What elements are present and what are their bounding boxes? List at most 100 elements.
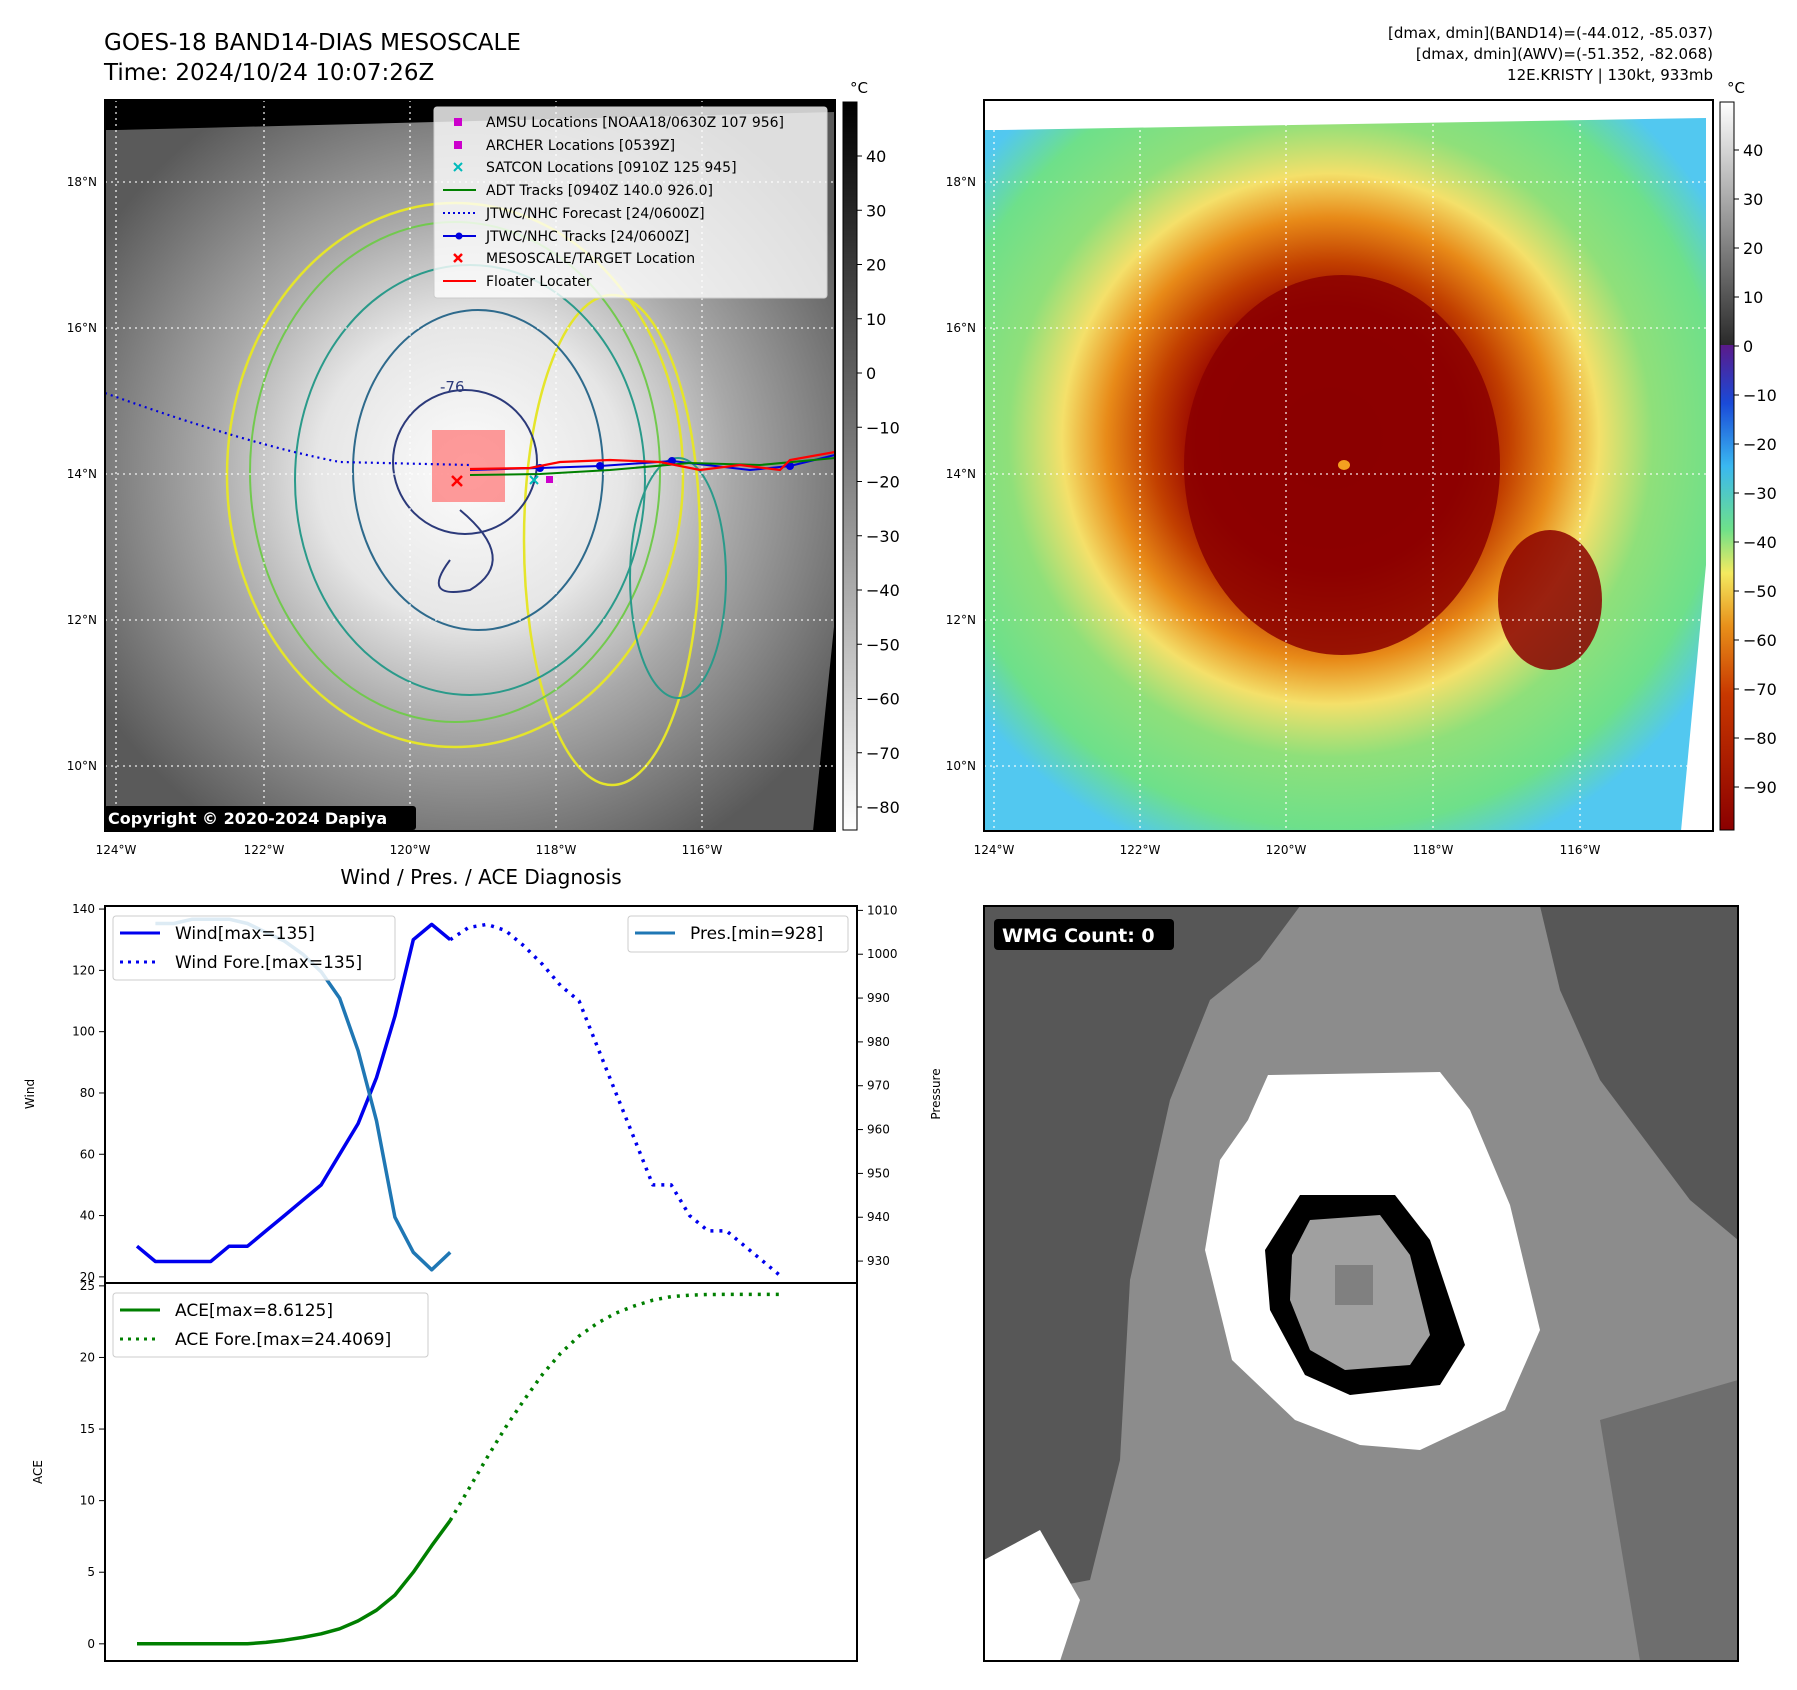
copyright-label: Copyright © 2020-2024 Dapiya bbox=[108, 809, 387, 828]
legend-amsu-icon bbox=[454, 118, 462, 126]
lon-tick-122w-right: 122°W bbox=[1120, 843, 1161, 857]
pressure-tick-label: 990 bbox=[867, 991, 890, 1005]
legend-archer-label: ARCHER Locations [0539Z] bbox=[486, 138, 675, 154]
lat-tick-16n-right: 16°N bbox=[946, 321, 976, 335]
ace-tick-label: 15 bbox=[80, 1422, 95, 1436]
lon-tick-120w-right: 120°W bbox=[1266, 843, 1307, 857]
pressure-tick-label: 960 bbox=[867, 1123, 890, 1137]
legend-satcon-label: SATCON Locations [0910Z 125 945] bbox=[486, 160, 737, 176]
colorbar-right-tick-label: −90 bbox=[1743, 778, 1777, 797]
wind-tick-label: 100 bbox=[72, 1025, 95, 1039]
legend-adt-label: ADT Tracks [0940Z 140.0 926.0] bbox=[486, 183, 713, 199]
colorbar-left-tick-label: 40 bbox=[866, 147, 886, 166]
legend-left-map: AMSU Locations [NOAA18/0630Z 107 956] AR… bbox=[433, 106, 828, 299]
legend-archer-icon bbox=[454, 141, 462, 149]
wind-forecast-series-line bbox=[449, 922, 783, 1279]
pressure-tick-label: 1010 bbox=[867, 903, 898, 917]
legend-ace-label: ACE[max=8.6125] bbox=[175, 1301, 333, 1321]
ace-axis-label: ACE bbox=[31, 1460, 45, 1484]
colorbar-right: °C 40 30 20 10 0 −10 −20 −30 −40 −50 −60 −70 −80 −90 bbox=[1719, 79, 1777, 831]
pressure-tick-label: 930 bbox=[867, 1254, 890, 1268]
colorbar-left: °C 40 30 20 10 0 −10 −20 −30 −40 −50 −60 −70 −80 bbox=[842, 79, 900, 831]
legend-pressure-label: Pres.[min=928] bbox=[690, 924, 823, 944]
wmg-count-label: WMG Count: 0 bbox=[1002, 925, 1155, 947]
colorbar-right-tick-label: −70 bbox=[1743, 680, 1777, 699]
lon-tick-118w: 118°W bbox=[536, 843, 577, 857]
colorbar-right-tick-label: 10 bbox=[1743, 288, 1763, 307]
figure-title-line2: Time: 2024/10/24 10:07:26Z bbox=[103, 60, 434, 86]
colorbar-right-tick-label: 0 bbox=[1743, 337, 1753, 356]
ir-map-right: 18°N 16°N 14°N 12°N 10°N 124°W 122°W 120… bbox=[946, 79, 1777, 857]
pressure-tick-label: 970 bbox=[867, 1079, 890, 1093]
colorbar-left-tick-label: −70 bbox=[866, 744, 900, 763]
colorbar-right-unit: °C bbox=[1727, 79, 1745, 97]
legend-mesoscale-icon bbox=[453, 253, 463, 263]
lat-tick-14n: 14°N bbox=[67, 467, 97, 481]
ace-series-line bbox=[137, 1519, 452, 1646]
lon-tick-118w-right: 118°W bbox=[1413, 843, 1454, 857]
info-line2: [dmax, dmin](AWV)=(-51.352, -82.068) bbox=[1416, 45, 1713, 63]
lat-tick-14n-right: 14°N bbox=[946, 467, 976, 481]
lat-tick-10n-right: 10°N bbox=[946, 759, 976, 773]
wind-pressure-chart: Wind Pressure 20 40 60 80 100 120 140 930 940 95… bbox=[23, 902, 943, 1284]
legend-jtwc-forecast-label: JTWC/NHC Forecast [24/0600Z] bbox=[485, 206, 705, 222]
legend-jtwc-track-label: JTWC/NHC Tracks [24/0600Z] bbox=[485, 229, 689, 245]
info-line1: [dmax, dmin](BAND14)=(-44.012, -85.037) bbox=[1388, 24, 1713, 42]
lat-tick-12n: 12°N bbox=[67, 613, 97, 627]
colorbar-left-tick-label: 20 bbox=[866, 256, 886, 275]
legend-wind-label: Wind[max=135] bbox=[175, 924, 315, 944]
colorbar-left-tick-label: −80 bbox=[866, 798, 900, 817]
ace-tick-label: 25 bbox=[80, 1279, 95, 1293]
ir-map-left: -76 bbox=[67, 79, 900, 857]
colorbar-right-tick-label: −30 bbox=[1743, 484, 1777, 503]
colorbar-left-tick-label: 0 bbox=[866, 364, 876, 383]
wind-axis-label: Wind bbox=[23, 1079, 37, 1109]
lon-tick-120w: 120°W bbox=[390, 843, 431, 857]
lon-tick-124w-right: 124°W bbox=[974, 843, 1015, 857]
wmg-panel: WMG Count: 0 bbox=[983, 905, 1739, 1662]
lon-tick-116w-right: 116°W bbox=[1560, 843, 1601, 857]
info-line3: 12E.KRISTY | 130kt, 933mb bbox=[1507, 66, 1713, 84]
jtwc-forecast-line bbox=[105, 391, 471, 467]
ace-tick-label: 0 bbox=[87, 1637, 95, 1651]
lon-tick-124w: 124°W bbox=[96, 843, 137, 857]
colorbar-right-tick-label: −20 bbox=[1743, 435, 1777, 454]
colorbar-left-tick-label: 30 bbox=[866, 201, 886, 220]
colorbar-left-tick-label: −60 bbox=[866, 690, 900, 709]
colorbar-left-tick-label: −20 bbox=[866, 473, 900, 492]
legend-satcon-icon bbox=[453, 162, 463, 172]
lon-tick-116w: 116°W bbox=[682, 843, 723, 857]
colorbar-right-tick-label: −50 bbox=[1743, 582, 1777, 601]
legend-amsu-label: AMSU Locations [NOAA18/0630Z 107 956] bbox=[486, 115, 784, 131]
lat-tick-16n: 16°N bbox=[67, 321, 97, 335]
contour-label: -76 bbox=[440, 378, 465, 396]
colorbar-right-tick-label: −40 bbox=[1743, 533, 1777, 552]
colorbar-left-tick-label: −10 bbox=[866, 418, 900, 437]
pressure-tick-label: 940 bbox=[867, 1210, 890, 1224]
colorbar-left-tick-label: −40 bbox=[866, 581, 900, 600]
colorbar-left-tick-label: −50 bbox=[866, 635, 900, 654]
ace-tick-label: 5 bbox=[87, 1565, 95, 1579]
pressure-tick-label: 950 bbox=[867, 1166, 890, 1180]
diagnosis-title: Wind / Pres. / ACE Diagnosis bbox=[340, 865, 621, 889]
lat-tick-18n: 18°N bbox=[67, 175, 97, 189]
wind-tick-label: 40 bbox=[80, 1209, 95, 1223]
legend-mesoscale-label: MESOSCALE/TARGET Location bbox=[486, 251, 695, 267]
colorbar-right-tick-label: 20 bbox=[1743, 239, 1763, 258]
colorbar-left-tick-label: −30 bbox=[866, 527, 900, 546]
ace-tick-label: 10 bbox=[80, 1494, 95, 1508]
ace-tick-label: 20 bbox=[80, 1350, 95, 1364]
wind-tick-label: 140 bbox=[72, 902, 95, 916]
colorbar-right-tick-label: 40 bbox=[1743, 141, 1763, 160]
pressure-axis-label: Pressure bbox=[929, 1068, 943, 1119]
legend-wind-forecast-label: Wind Fore.[max=135] bbox=[175, 953, 362, 973]
ace-forecast-series-line bbox=[448, 1292, 782, 1522]
legend-ace-forecast-label: ACE Fore.[max=24.4069] bbox=[175, 1330, 391, 1350]
colorbar-left-tick-label: 10 bbox=[866, 310, 886, 329]
colorbar-right-tick-label: 30 bbox=[1743, 190, 1763, 209]
wind-series-line bbox=[135, 922, 452, 1264]
figure-title-line1: GOES-18 BAND14-DIAS MESOSCALE bbox=[104, 30, 521, 56]
pressure-tick-label: 980 bbox=[867, 1035, 890, 1049]
colorbar-right-tick-label: −60 bbox=[1743, 631, 1777, 650]
